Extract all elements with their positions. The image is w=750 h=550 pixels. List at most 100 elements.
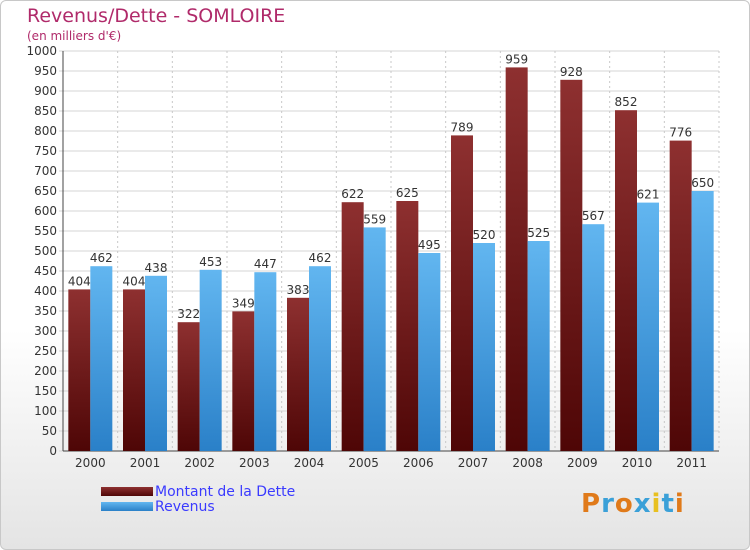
data-label: 404: [68, 274, 91, 288]
x-tick-label: 2008: [512, 456, 543, 470]
y-tick-label: 350: [34, 304, 57, 318]
data-label: 959: [505, 52, 528, 66]
bar-revenus: [199, 269, 222, 451]
legend-label-debt: Montant de la Dette: [155, 484, 296, 500]
bars: [68, 67, 714, 452]
x-tick-label: 2005: [348, 456, 379, 470]
bar-revenus: [90, 266, 113, 451]
chart-title: Revenus/Dette - SOMLOIRE: [27, 5, 286, 27]
data-label: 928: [560, 65, 583, 79]
x-tick-label: 2000: [75, 456, 106, 470]
data-label: 621: [637, 188, 660, 202]
axes: 0 50 100 150 200 250 300 350 400 450 500 550 600 650 7…: [26, 44, 719, 470]
y-tick-label: 200: [34, 364, 57, 378]
brand-letter: o: [614, 489, 634, 519]
x-tick-label: 2002: [184, 456, 215, 470]
data-label: 852: [615, 95, 638, 109]
y-tick-label: 250: [34, 344, 57, 358]
data-label: 776: [669, 126, 692, 140]
y-tick-label: 400: [34, 284, 57, 298]
y-tick-label: 50: [42, 424, 57, 438]
data-label: 349: [232, 296, 255, 310]
bar-dette: [68, 289, 91, 451]
legend-label-revenus: Revenus: [155, 499, 215, 515]
brand-letter: i: [651, 489, 662, 519]
bar-revenus: [582, 224, 605, 451]
y-tick-label: 150: [34, 384, 57, 398]
y-tick-label: 750: [34, 144, 57, 158]
bar-dette: [341, 202, 364, 451]
data-label: 622: [341, 187, 364, 201]
x-tick-label: 2003: [239, 456, 270, 470]
data-label: 383: [287, 283, 310, 297]
bar-revenus: [637, 202, 659, 451]
y-tick-label: 700: [34, 164, 57, 178]
bar-dette: [669, 140, 692, 451]
y-tick-label: 950: [34, 64, 57, 78]
bar-revenus: [527, 241, 550, 451]
x-tick-label: 2004: [294, 456, 325, 470]
data-label: 404: [123, 274, 146, 288]
y-tick-label: 0: [49, 444, 57, 458]
bar-revenus: [145, 275, 167, 451]
x-tick-label: 2011: [676, 456, 707, 470]
y-tick-label: 650: [34, 184, 57, 198]
data-label: 322: [177, 307, 200, 321]
y-tick-label: 300: [34, 324, 57, 338]
bar-dette: [232, 311, 255, 451]
data-label: 650: [691, 176, 714, 190]
data-label: 438: [145, 261, 168, 275]
bar-dette: [451, 135, 473, 451]
x-tick-label: 2010: [622, 456, 653, 470]
brand-logo: Proxiti: [581, 489, 685, 519]
bar-dette: [123, 289, 145, 451]
y-tick-label: 800: [34, 124, 57, 138]
bar-dette: [177, 322, 200, 451]
bar-revenus: [363, 227, 386, 451]
data-label: 625: [396, 186, 419, 200]
bar-dette: [396, 201, 419, 451]
y-tick-label: 1000: [26, 44, 57, 58]
y-tick-label: 100: [34, 404, 57, 418]
data-label: 525: [527, 226, 550, 240]
chart-subtitle: (en milliers d'€): [27, 29, 122, 43]
x-tick-label: 2001: [130, 456, 161, 470]
data-label: 447: [254, 257, 277, 271]
brand-letter: x: [633, 489, 652, 519]
x-tick-label: 2006: [403, 456, 434, 470]
y-tick-label: 500: [34, 244, 57, 258]
y-tick-label: 600: [34, 204, 57, 218]
data-labels: 4044624044383224533494473834626225596254…: [68, 52, 714, 321]
data-label: 462: [309, 251, 332, 265]
y-tick-label: 850: [34, 104, 57, 118]
legend-swatch-debt: [101, 487, 153, 496]
y-tick-label: 550: [34, 224, 57, 238]
data-label: 520: [473, 228, 496, 242]
data-label: 495: [418, 238, 441, 252]
data-label: 453: [199, 255, 222, 269]
bar-dette: [505, 67, 528, 452]
y-tick-label: 450: [34, 264, 57, 278]
x-tick-label: 2007: [458, 456, 489, 470]
brand-letter: P: [581, 489, 602, 519]
bar-revenus: [691, 191, 714, 451]
bar-revenus: [473, 243, 495, 451]
y-tick-label: 900: [34, 84, 57, 98]
bar-revenus: [254, 272, 277, 451]
data-label: 559: [363, 212, 386, 226]
data-label: 789: [451, 120, 474, 134]
brand-letter: r: [601, 489, 615, 519]
brand-letter: t: [661, 489, 675, 519]
bar-dette: [287, 297, 309, 451]
bar-revenus: [309, 266, 331, 451]
bar-dette: [560, 79, 583, 452]
data-label: 567: [582, 209, 605, 223]
bar-revenus: [418, 253, 441, 451]
x-tick-label: 2009: [567, 456, 598, 470]
bar-dette: [615, 110, 637, 451]
data-label: 462: [90, 251, 113, 265]
legend-swatch-revenus: [101, 502, 153, 511]
brand-letter: i: [674, 489, 685, 519]
